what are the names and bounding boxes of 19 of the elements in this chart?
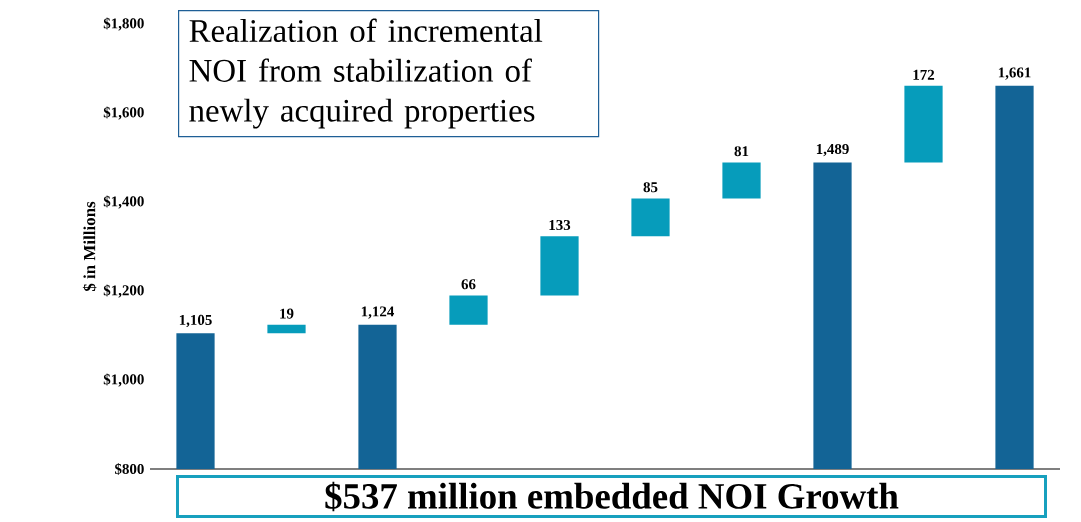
y-axis-title: $ in Millions <box>82 201 97 292</box>
text: $537 million embedded NOI Growth <box>325 481 899 512</box>
data-label: 19 <box>280 308 294 319</box>
y-tick-label: $1,000 <box>103 373 144 387</box>
data-label: 133 <box>549 220 571 231</box>
data-label: 1,489 <box>816 143 849 157</box>
data-label: 172 <box>913 69 935 80</box>
data-label: 81 <box>734 146 749 157</box>
y-tick-label: $800 <box>115 463 144 475</box>
y-tick-label: $1,600 <box>103 106 144 120</box>
data-label: 1,105 <box>179 314 212 328</box>
y-tick-label: $1,200 <box>103 284 144 298</box>
data-label: 85 <box>643 182 658 193</box>
data-label: 66 <box>461 279 476 290</box>
y-tick-label: $1,800 <box>103 17 144 31</box>
y-tick-label: $1,400 <box>103 195 144 209</box>
annotation: Realization of incremental NOI from stabilization of newly acquired properties <box>189 18 543 129</box>
data-label: 1,661 <box>998 67 1031 80</box>
data-label: 1,124 <box>361 306 395 319</box>
